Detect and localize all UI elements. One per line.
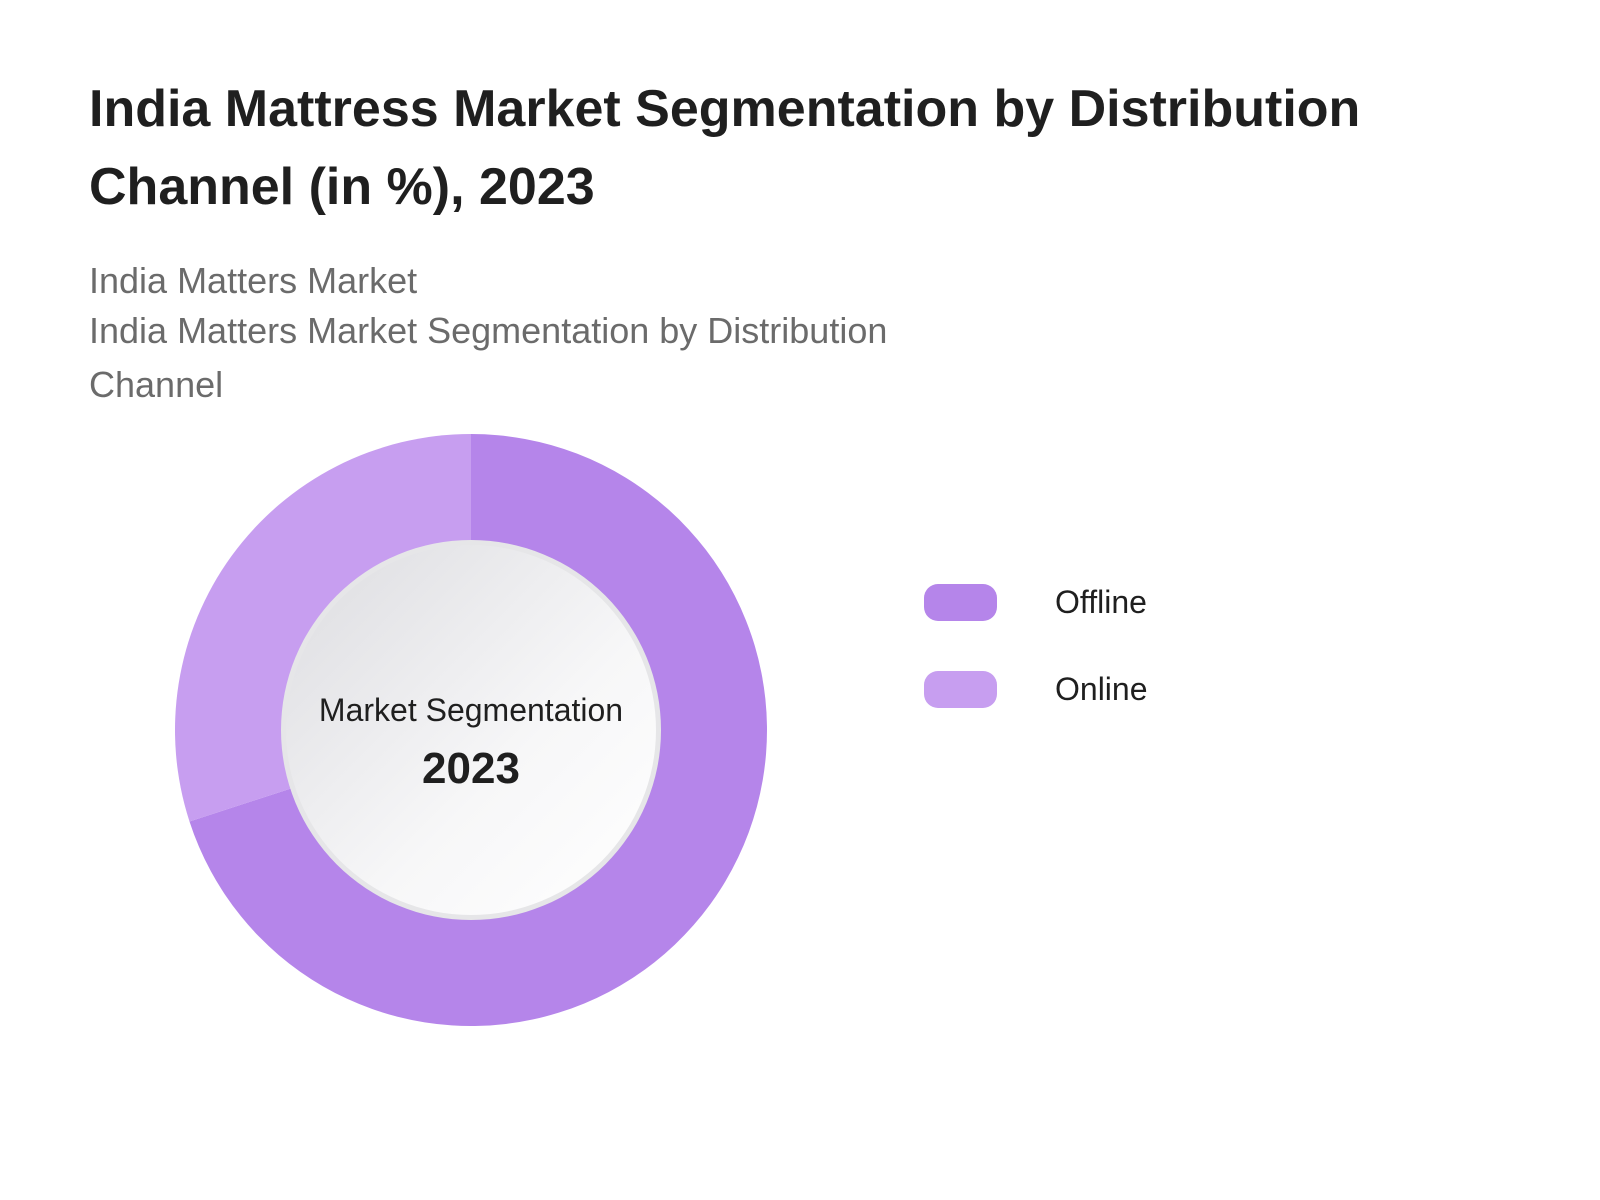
subtitle-line-2: India Matters Market Segmentation by Dis… bbox=[89, 310, 888, 351]
legend-label-online: Online bbox=[1055, 671, 1148, 707]
legend-item-online: Online bbox=[924, 671, 1148, 708]
legend-swatch-offline bbox=[924, 584, 997, 621]
legend-item-offline: Offline bbox=[924, 584, 1147, 621]
center-disc bbox=[286, 545, 656, 915]
subtitle-line-1: India Matters Market bbox=[89, 260, 418, 301]
subtitle-line-3: Channel bbox=[89, 364, 224, 405]
center-year: 2023 bbox=[422, 744, 520, 793]
center-label: Market Segmentation bbox=[318, 692, 624, 728]
chart-title: India Mattress Market Segmentation by Di… bbox=[89, 80, 1361, 216]
legend-swatch-online bbox=[924, 671, 997, 708]
legend-label-offline: Offline bbox=[1055, 584, 1147, 620]
